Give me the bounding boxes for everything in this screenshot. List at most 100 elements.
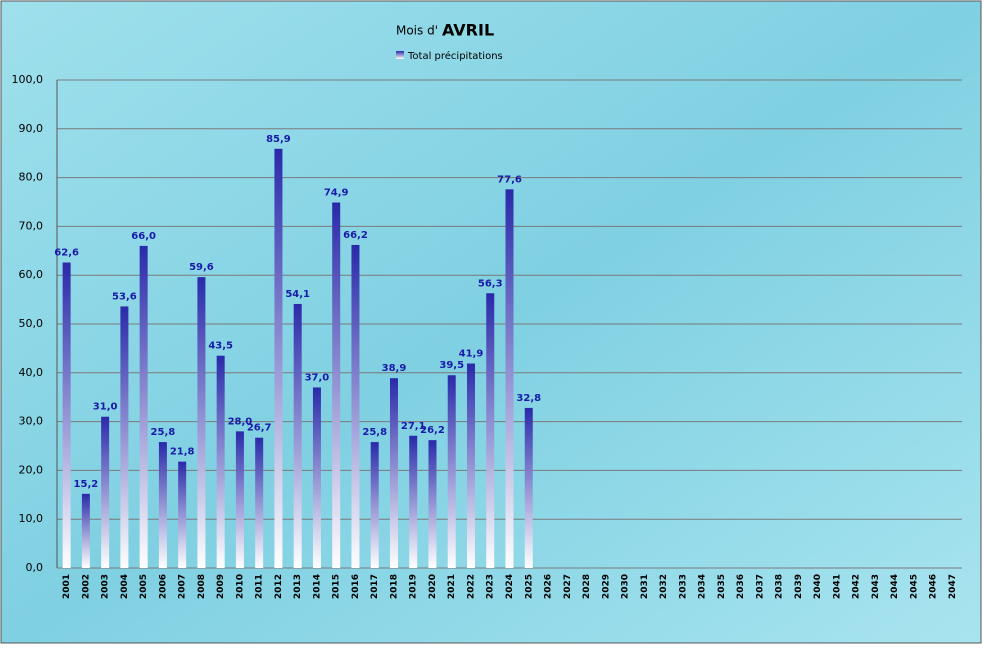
value-label: 74,9 [324,187,349,198]
x-tick-label: 2031 [640,574,650,599]
x-tick-label: 2026 [544,574,554,599]
bar [178,461,187,568]
x-tick-label: 2015 [332,574,342,599]
bar [370,442,379,568]
chart-title-emphasis: AVRIL [442,21,494,40]
x-tick-label: 2033 [678,574,688,599]
x-tick-label: 2001 [62,574,72,599]
value-label: 26,7 [247,423,272,434]
x-tick-label: 2025 [524,574,534,599]
value-label: 77,6 [497,174,522,185]
bar [389,378,398,568]
x-tick-label: 2024 [505,574,515,599]
bar [139,245,148,569]
value-label: 25,8 [362,427,387,438]
bar [312,387,321,568]
x-tick-label: 2028 [582,574,592,599]
x-tick-label: 2003 [101,574,111,599]
y-tick-label: 20,0 [19,463,44,476]
value-label: 53,6 [112,291,137,302]
bar [158,442,167,568]
legend-label: Total précipitations [407,50,503,62]
x-tick-label: 2016 [351,574,361,599]
y-tick-label: 0,0 [26,561,44,574]
x-tick-label: 2005 [139,574,149,599]
y-tick-label: 100,0 [12,73,44,86]
x-tick-label: 2007 [178,574,188,599]
value-label: 21,8 [170,447,195,458]
x-tick-label: 2035 [717,574,727,599]
x-tick-label: 2039 [794,574,804,599]
bar [120,306,129,568]
x-tick-label: 2020 [428,574,438,599]
bar [351,244,360,568]
value-label: 54,1 [285,289,310,300]
bar [197,277,206,568]
y-tick-label: 40,0 [19,366,44,379]
x-tick-label: 2002 [81,574,91,599]
x-tick-label: 2014 [312,574,322,599]
y-tick-label: 70,0 [19,219,44,232]
value-label: 41,9 [459,349,484,360]
value-label: 59,6 [189,262,214,273]
x-tick-label: 2030 [621,574,631,599]
bar [101,416,110,568]
x-tick-label: 2006 [158,574,168,599]
bar [255,437,264,568]
bar [447,375,456,568]
bar [293,303,302,568]
x-tick-label: 2046 [929,574,939,599]
x-tick-label: 2032 [659,574,669,599]
bar [486,293,495,568]
x-tick-label: 2019 [409,574,419,599]
value-label: 66,0 [131,231,156,242]
x-tick-label: 2010 [235,574,245,599]
x-tick-label: 2013 [293,574,303,599]
x-tick-label: 2037 [755,574,765,599]
x-tick-label: 2011 [255,574,265,599]
bar [274,148,283,569]
bar [216,355,225,568]
y-tick-label: 30,0 [19,415,44,428]
value-label: 37,0 [305,372,330,383]
bar [466,363,475,568]
chart-title: Mois d' [396,24,438,38]
bar [505,189,514,568]
bar [428,440,437,568]
bar [81,493,90,568]
x-tick-label: 2017 [370,574,380,599]
bar [62,262,71,568]
bar [235,431,244,568]
value-label: 28,0 [228,416,253,427]
y-tick-label: 50,0 [19,317,44,330]
y-tick-label: 10,0 [19,512,44,525]
x-tick-label: 2034 [698,574,708,599]
value-label: 26,2 [420,425,445,436]
x-tick-label: 2043 [871,574,881,599]
value-label: 27,1 [401,421,426,432]
y-tick-label: 80,0 [19,171,44,184]
value-label: 62,6 [54,248,79,259]
value-label: 39,5 [439,360,464,371]
x-tick-label: 2022 [466,574,476,599]
x-tick-label: 2036 [736,574,746,599]
value-label: 43,5 [208,341,233,352]
bar [332,202,341,568]
y-tick-label: 90,0 [19,122,44,135]
value-label: 38,9 [382,363,407,374]
legend-swatch [396,51,404,59]
bar [524,407,533,568]
value-label: 31,0 [93,402,118,413]
x-tick-label: 2004 [120,574,130,599]
x-tick-label: 2009 [216,574,226,599]
value-label: 32,8 [516,393,541,404]
x-tick-label: 2027 [563,574,573,599]
bar [409,435,418,568]
y-tick-label: 60,0 [19,268,44,281]
x-tick-label: 2038 [775,574,785,599]
x-tick-label: 2008 [197,574,207,599]
value-label: 66,2 [343,230,368,241]
value-label: 15,2 [74,479,99,490]
x-tick-label: 2040 [813,574,823,599]
x-tick-label: 2041 [832,574,842,599]
